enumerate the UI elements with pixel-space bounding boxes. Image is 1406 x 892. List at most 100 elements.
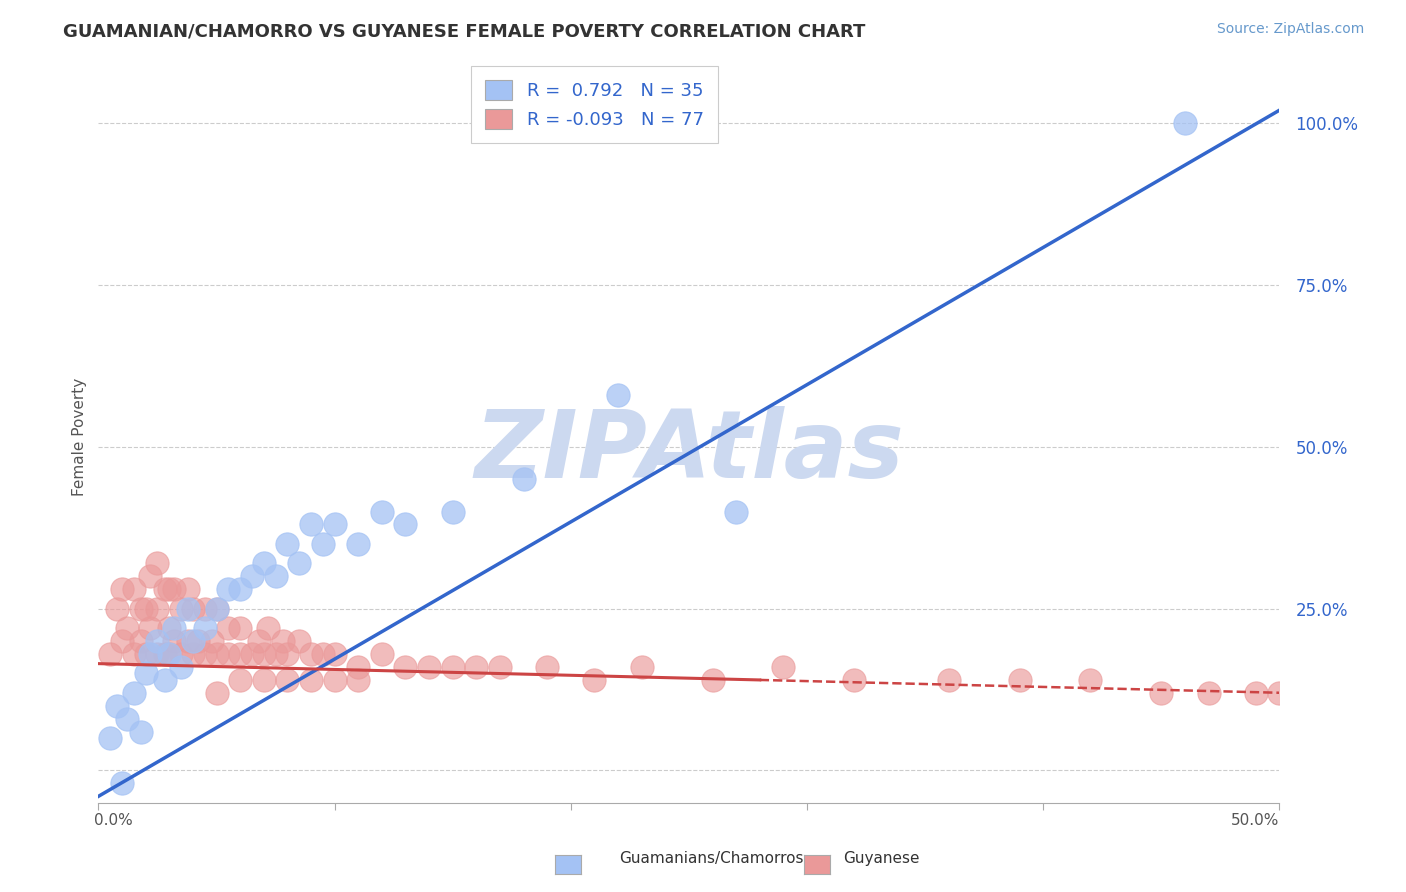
Point — [229, 621, 252, 635]
Point — [394, 517, 416, 532]
Point — [772, 660, 794, 674]
Point — [194, 647, 217, 661]
Point — [111, 582, 134, 597]
Point — [135, 666, 157, 681]
Point — [170, 601, 193, 615]
Text: Source: ZipAtlas.com: Source: ZipAtlas.com — [1216, 22, 1364, 37]
Point — [153, 582, 176, 597]
Point — [115, 621, 138, 635]
Point — [276, 537, 298, 551]
Point — [299, 673, 322, 687]
Point — [135, 601, 157, 615]
Point — [194, 601, 217, 615]
Point — [217, 621, 239, 635]
Point — [157, 582, 180, 597]
Point — [229, 673, 252, 687]
Point — [938, 673, 960, 687]
Point — [253, 647, 276, 661]
Point — [157, 621, 180, 635]
Point — [229, 647, 252, 661]
Point — [146, 634, 169, 648]
Point — [122, 582, 145, 597]
Point — [229, 582, 252, 597]
Point — [146, 601, 169, 615]
Y-axis label: Female Poverty: Female Poverty — [72, 378, 87, 496]
Point — [157, 647, 180, 661]
Point — [323, 673, 346, 687]
Point — [371, 504, 394, 518]
Point — [347, 660, 370, 674]
Point — [105, 601, 128, 615]
Text: ZIPAtlas: ZIPAtlas — [474, 406, 904, 498]
Point — [129, 601, 152, 615]
Point — [122, 647, 145, 661]
Point — [1198, 686, 1220, 700]
Point — [347, 673, 370, 687]
Point — [115, 712, 138, 726]
Point — [465, 660, 488, 674]
Point — [1080, 673, 1102, 687]
Point — [240, 569, 263, 583]
Point — [312, 537, 335, 551]
Point — [122, 686, 145, 700]
Point — [312, 647, 335, 661]
Point — [253, 673, 276, 687]
Point — [181, 601, 204, 615]
Text: 0.0%: 0.0% — [94, 813, 132, 828]
Point — [257, 621, 280, 635]
Point — [111, 634, 134, 648]
Point — [205, 647, 228, 661]
Legend: R =  0.792   N = 35, R = -0.093   N = 77: R = 0.792 N = 35, R = -0.093 N = 77 — [471, 66, 718, 144]
Point — [194, 621, 217, 635]
Point — [135, 647, 157, 661]
Point — [607, 388, 630, 402]
Point — [247, 634, 270, 648]
Point — [139, 647, 162, 661]
Text: Guyanese: Guyanese — [844, 851, 920, 865]
Point — [725, 504, 748, 518]
Point — [181, 634, 204, 648]
Point — [205, 686, 228, 700]
Point — [217, 647, 239, 661]
Point — [264, 569, 287, 583]
Point — [288, 557, 311, 571]
Point — [271, 634, 294, 648]
Point — [299, 647, 322, 661]
Point — [441, 660, 464, 674]
Point — [129, 724, 152, 739]
Point — [170, 647, 193, 661]
Point — [98, 647, 121, 661]
Point — [276, 647, 298, 661]
Point — [1174, 116, 1197, 130]
Point — [489, 660, 512, 674]
Point — [253, 557, 276, 571]
Point — [181, 647, 204, 661]
Point — [347, 537, 370, 551]
Point — [1150, 686, 1173, 700]
Point — [441, 504, 464, 518]
Point — [418, 660, 440, 674]
Point — [536, 660, 558, 674]
Point — [299, 517, 322, 532]
Point — [1268, 686, 1291, 700]
Point — [177, 582, 200, 597]
Point — [276, 673, 298, 687]
Point — [163, 621, 186, 635]
Point — [288, 634, 311, 648]
Point — [163, 634, 186, 648]
Point — [323, 517, 346, 532]
Point — [153, 673, 176, 687]
Point — [217, 582, 239, 597]
Text: 50.0%: 50.0% — [1232, 813, 1279, 828]
Point — [323, 647, 346, 661]
Text: Guamanians/Chamorros: Guamanians/Chamorros — [619, 851, 803, 865]
Point — [129, 634, 152, 648]
Point — [139, 569, 162, 583]
Text: GUAMANIAN/CHAMORRO VS GUYANESE FEMALE POVERTY CORRELATION CHART: GUAMANIAN/CHAMORRO VS GUYANESE FEMALE PO… — [63, 22, 866, 40]
Point — [630, 660, 652, 674]
Point — [583, 673, 606, 687]
Point — [163, 582, 186, 597]
Point — [139, 621, 162, 635]
Point — [512, 472, 534, 486]
Point — [201, 634, 224, 648]
